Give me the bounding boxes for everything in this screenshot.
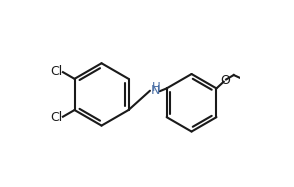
Text: H: H xyxy=(151,81,160,94)
Text: O: O xyxy=(220,74,230,87)
Text: Cl: Cl xyxy=(50,111,62,124)
Text: Cl: Cl xyxy=(50,65,62,78)
Text: N: N xyxy=(151,84,161,97)
